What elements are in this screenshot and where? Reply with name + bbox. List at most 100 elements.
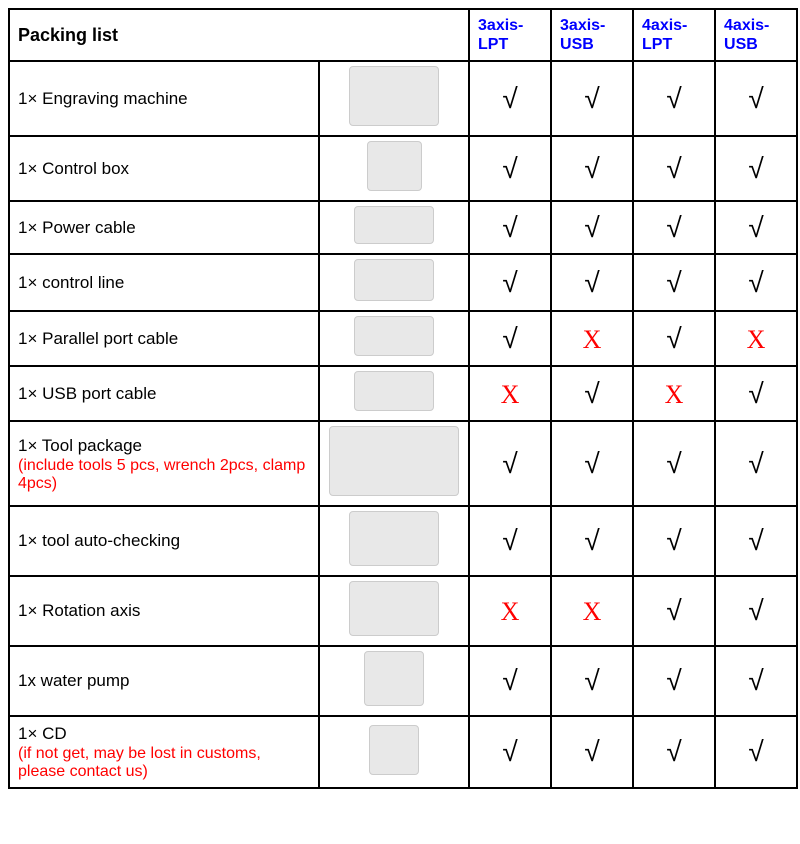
check-mark: √ [715,366,797,421]
table-row: 1x water pump√√√√ [9,646,797,716]
item-label: 1× Parallel port cable [18,328,310,350]
check-mark: √ [633,646,715,716]
item-label-cell: 1× Rotation axis [9,576,319,646]
product-image-placeholder [364,651,424,706]
column-header: 4axis-LPT [633,9,715,61]
item-label: 1x water pump [18,670,310,692]
check-mark: √ [715,506,797,576]
table-row: 1× Control box√√√√ [9,136,797,201]
item-image-cell [319,136,469,201]
table-title: Packing list [18,25,118,45]
cross-mark: X [551,311,633,366]
product-image-placeholder [354,371,434,411]
column-header: 3axis-USB [551,9,633,61]
check-mark: √ [633,576,715,646]
product-image-placeholder [349,66,439,126]
table-row: 1× Parallel port cable√X√X [9,311,797,366]
packing-list-table: Packing list 3axis-LPT 3axis-USB 4axis-L… [8,8,798,789]
item-label-cell: 1× Control box [9,136,319,201]
table-title-cell: Packing list [9,9,469,61]
check-mark: √ [633,716,715,788]
item-note: (if not get, may be lost in customs, ple… [18,745,310,781]
item-image-cell [319,576,469,646]
item-label: 1× tool auto-checking [18,530,310,552]
check-mark: √ [633,61,715,136]
item-label-cell: 1× Power cable [9,201,319,254]
table-row: 1× control line√√√√ [9,254,797,311]
item-label-cell: 1× CD(if not get, may be lost in customs… [9,716,319,788]
check-mark: √ [633,201,715,254]
item-label-cell: 1× tool auto-checking [9,506,319,576]
item-label: 1× USB port cable [18,383,310,405]
check-mark: √ [469,421,551,506]
check-mark: √ [633,136,715,201]
table-row: 1× Tool package(include tools 5 pcs, wre… [9,421,797,506]
item-label-cell: 1× Engraving machine [9,61,319,136]
item-label-cell: 1x water pump [9,646,319,716]
table-row: 1× Power cable√√√√ [9,201,797,254]
item-note: (include tools 5 pcs, wrench 2pcs, clamp… [18,457,310,493]
check-mark: √ [469,61,551,136]
check-mark: √ [469,254,551,311]
check-mark: √ [551,506,633,576]
item-label-cell: 1× Tool package(include tools 5 pcs, wre… [9,421,319,506]
product-image-placeholder [349,511,439,566]
item-image-cell [319,201,469,254]
check-mark: √ [551,646,633,716]
column-header: 4axis-USB [715,9,797,61]
cross-mark: X [715,311,797,366]
check-mark: √ [715,254,797,311]
item-label: 1× control line [18,272,310,294]
check-mark: √ [715,136,797,201]
product-image-placeholder [354,206,434,244]
check-mark: √ [715,576,797,646]
item-label: 1× Tool package [18,435,310,457]
item-label: 1× Power cable [18,217,310,239]
product-image-placeholder [329,426,459,496]
table-row: 1× Engraving machine√√√√ [9,61,797,136]
item-image-cell [319,716,469,788]
cross-mark: X [633,366,715,421]
item-image-cell [319,506,469,576]
item-image-cell [319,646,469,716]
check-mark: √ [551,136,633,201]
table-header: Packing list 3axis-LPT 3axis-USB 4axis-L… [9,9,797,61]
check-mark: √ [551,716,633,788]
column-header: 3axis-LPT [469,9,551,61]
check-mark: √ [551,201,633,254]
check-mark: √ [551,366,633,421]
check-mark: √ [715,421,797,506]
item-label-cell: 1× USB port cable [9,366,319,421]
check-mark: √ [715,646,797,716]
product-image-placeholder [354,316,434,356]
table-row: 1× Rotation axisXX√√ [9,576,797,646]
item-image-cell [319,61,469,136]
table-row: 1× USB port cableX√X√ [9,366,797,421]
item-label: 1× Control box [18,158,310,180]
item-label-cell: 1× control line [9,254,319,311]
item-image-cell [319,421,469,506]
product-image-placeholder [349,581,439,636]
check-mark: √ [469,716,551,788]
table-body: 1× Engraving machine√√√√1× Control box√√… [9,61,797,788]
check-mark: √ [469,201,551,254]
product-image-placeholder [354,259,434,301]
check-mark: √ [715,201,797,254]
check-mark: √ [633,421,715,506]
item-label: 1× CD [18,723,310,745]
table-row: 1× tool auto-checking√√√√ [9,506,797,576]
check-mark: √ [469,506,551,576]
check-mark: √ [633,506,715,576]
check-mark: √ [469,311,551,366]
item-label: 1× Engraving machine [18,88,310,110]
product-image-placeholder [369,725,419,775]
check-mark: √ [551,254,633,311]
check-mark: √ [469,136,551,201]
check-mark: √ [633,311,715,366]
check-mark: √ [633,254,715,311]
check-mark: √ [551,421,633,506]
product-image-placeholder [367,141,422,191]
item-label-cell: 1× Parallel port cable [9,311,319,366]
table-row: 1× CD(if not get, may be lost in customs… [9,716,797,788]
cross-mark: X [551,576,633,646]
